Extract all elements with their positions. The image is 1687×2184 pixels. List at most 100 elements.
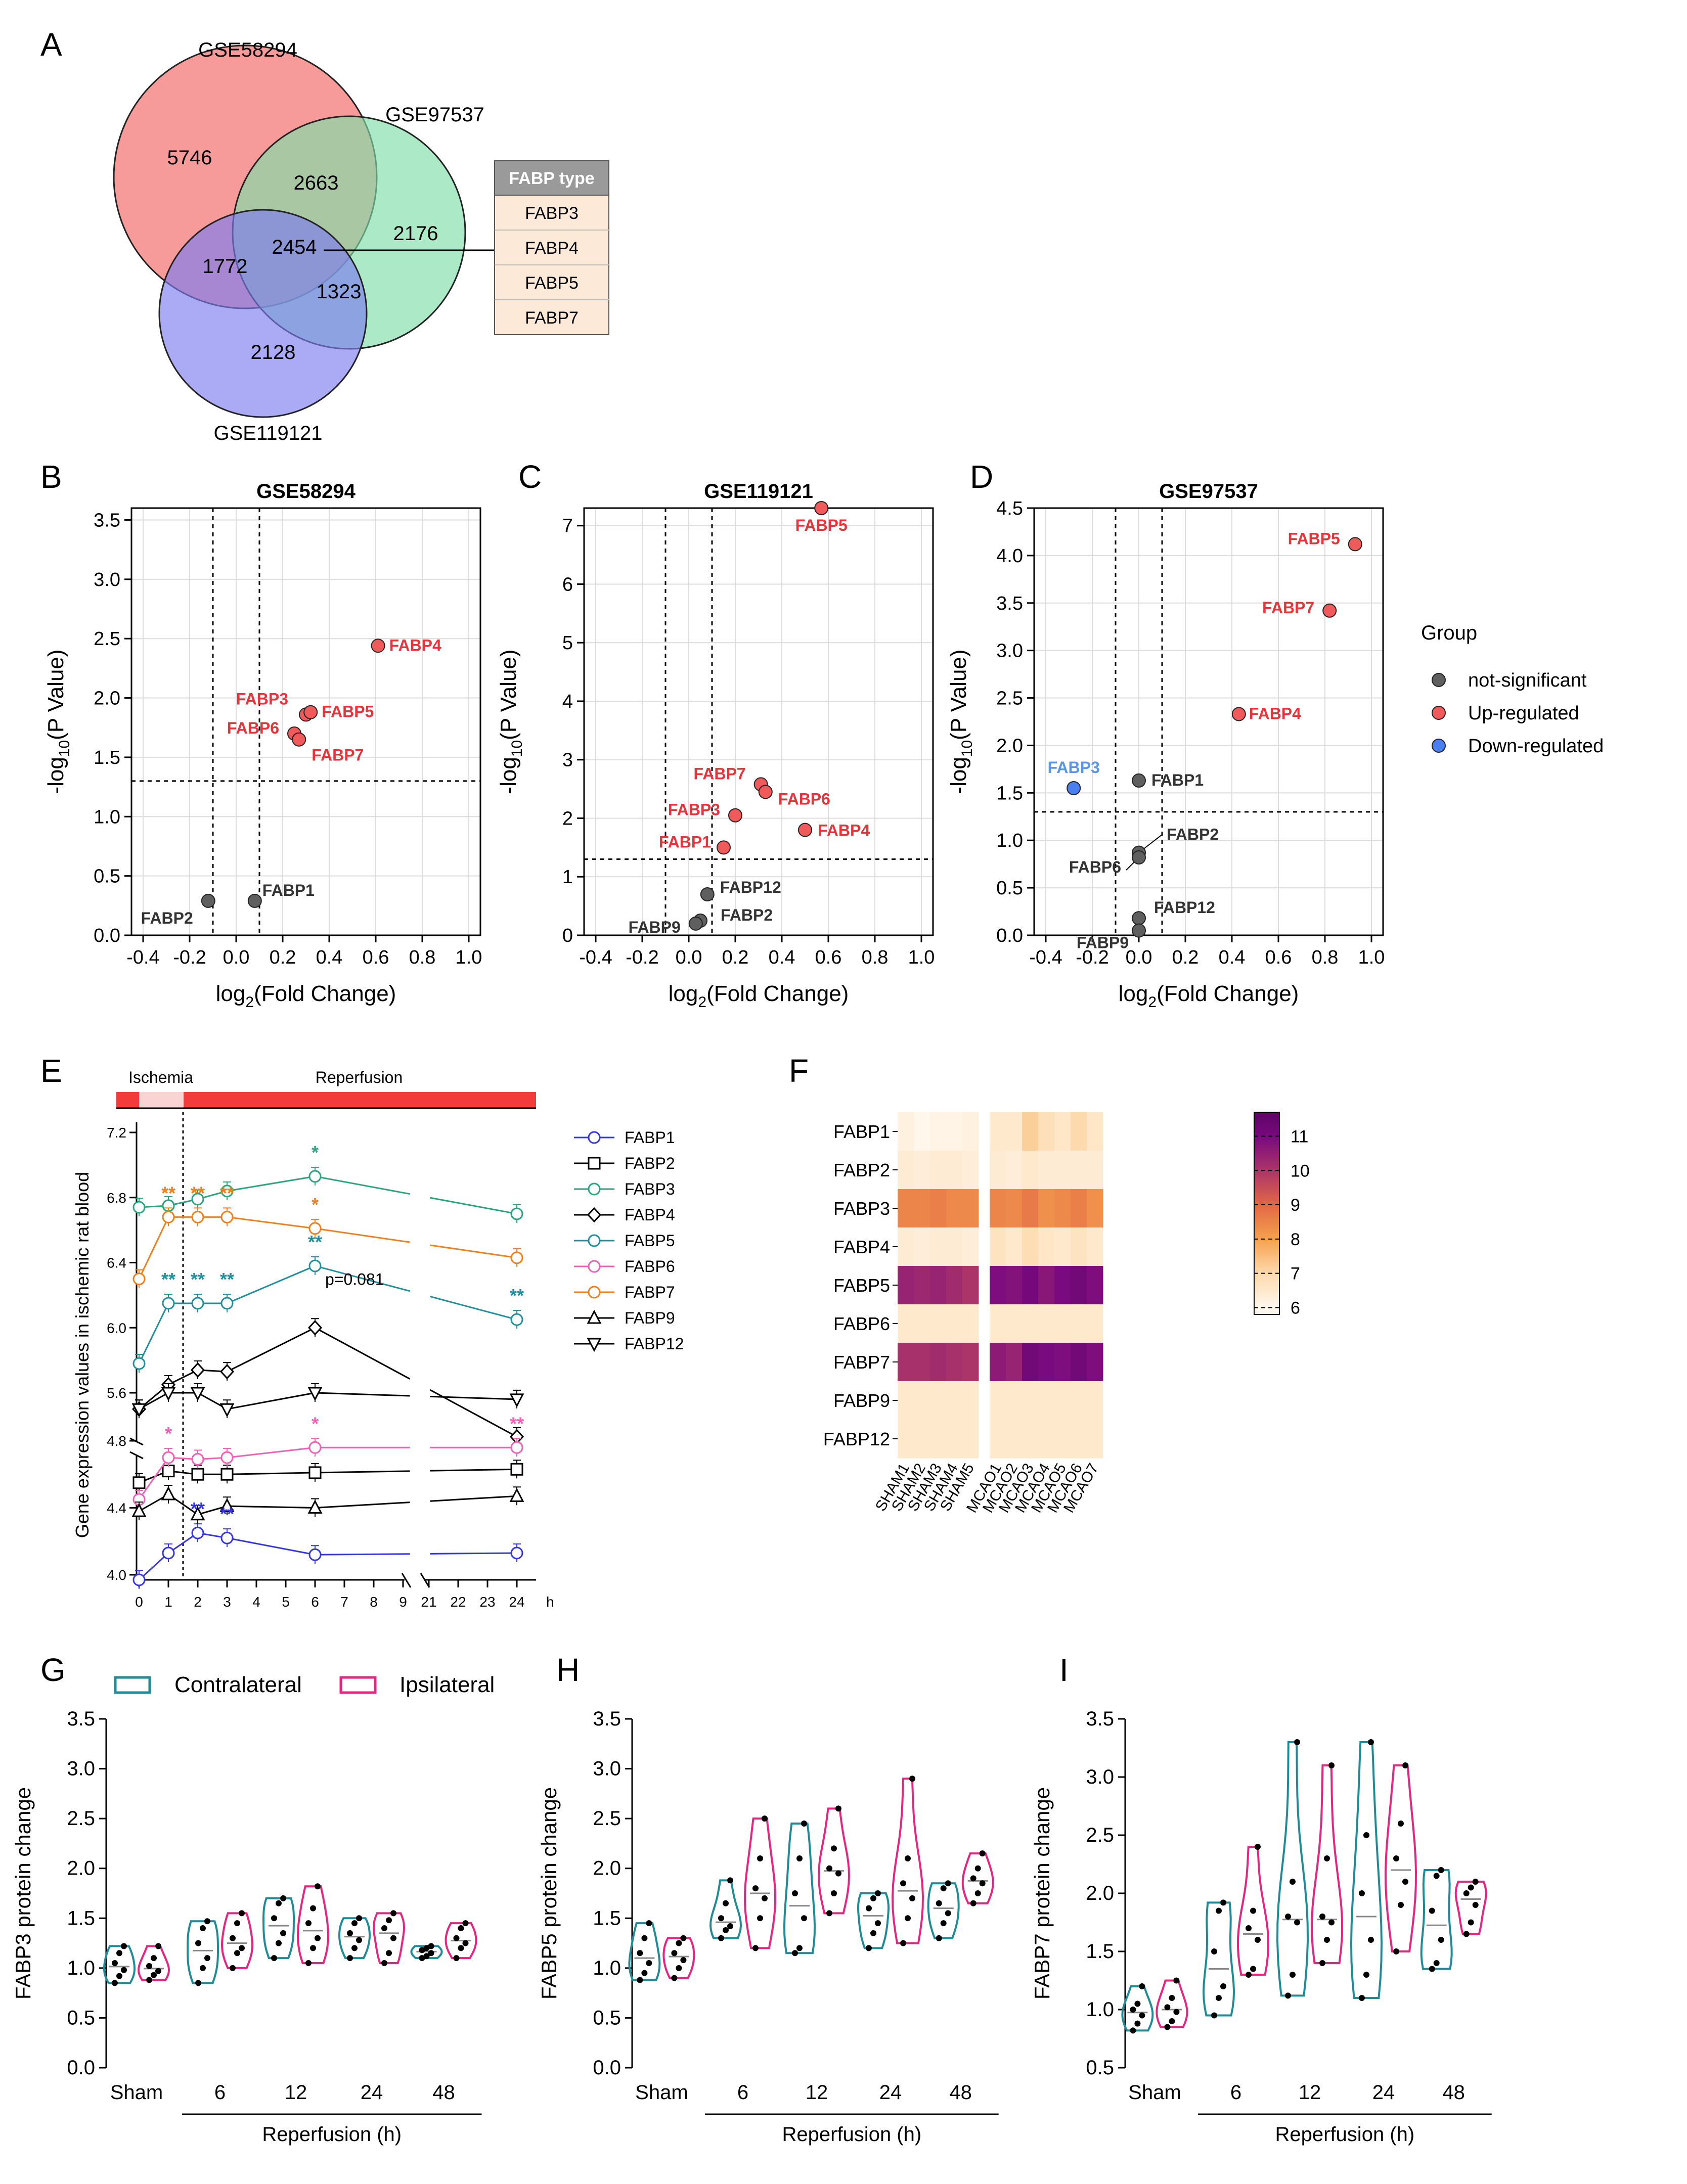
fabp-table-row: FABP7 (525, 308, 579, 328)
violin-data-point (390, 1935, 396, 1941)
violin-data-point (1324, 1937, 1330, 1943)
venn-label-gse58294: GSE58294 (198, 39, 297, 61)
violin-data-point (831, 1845, 837, 1852)
x-tick-label: 0 (135, 1594, 143, 1610)
y-tick-label: 4 (562, 691, 573, 712)
violin-data-point (835, 1870, 841, 1877)
point-label-fabp9: FABP9 (1077, 934, 1129, 952)
x-axis-label-subscript: 2 (245, 994, 254, 1011)
venn-count-58294-119121: 1772 (203, 255, 248, 278)
colorbar-segment (1254, 1236, 1279, 1239)
colorbar-segment (1254, 1274, 1279, 1277)
point-label-fabp2: FABP2 (1167, 826, 1219, 844)
x-tick-label: -0.4 (126, 947, 159, 968)
point-fabp4 (1231, 707, 1246, 721)
heatmap-cell (962, 1112, 979, 1151)
violin-data-point (792, 1890, 798, 1896)
x-axis-label-subscript: 2 (1148, 994, 1157, 1011)
point-label-fabp3: FABP3 (668, 801, 720, 819)
heatmap-cell (962, 1381, 979, 1420)
violin-data-point (970, 1875, 976, 1882)
significance-star: ** (220, 1182, 234, 1203)
violin-contralateral (338, 1917, 371, 1960)
y-tick-label: 3.5 (1086, 1708, 1114, 1730)
violin-data-point (428, 1950, 434, 1956)
colorbar-segment (1254, 1297, 1279, 1300)
heatmap-cell (946, 1266, 963, 1305)
colorbar-segment (1254, 1254, 1279, 1257)
heatmap-cell (990, 1189, 1006, 1228)
colorbar-segment (1254, 1206, 1279, 1209)
violin-data-point (680, 1957, 687, 1964)
marker-fabp5 (191, 1297, 204, 1310)
fabp5-violin-plot: 0.0 0.5 1.0 1.5 2.0 2.5 3.0 3.5 FABP5 protein ch… (537, 1708, 999, 2146)
x-axis-label-part: log (1119, 981, 1148, 1006)
heatmap-cell (990, 1227, 1006, 1266)
heatmap-row-label: FABP12 (823, 1429, 890, 1449)
y-tick-label: 2.5 (67, 1807, 95, 1830)
marker-fabp4 (219, 1363, 235, 1380)
violin-data-point (1285, 1914, 1291, 1920)
colorbar-segment (1254, 1294, 1279, 1297)
violin-data-point (1324, 1855, 1330, 1861)
violin-data-point (462, 1940, 469, 1946)
marker-fabp5 (308, 1259, 322, 1272)
x-tick-label: 0.6 (1265, 947, 1292, 968)
violin-data-point (646, 1920, 652, 1927)
violin-data-point (870, 1895, 876, 1901)
venn-count-only-119121: 2128 (251, 341, 296, 363)
violin-data-point (151, 1972, 157, 1978)
heatmap-cell (946, 1304, 963, 1343)
heatmap-cell (1054, 1343, 1071, 1382)
violin-data-point (423, 1953, 430, 1960)
y-tick-label: 1 (562, 867, 573, 888)
violin-data-point (280, 1895, 286, 1901)
legend-marker-fabp1 (588, 1131, 601, 1144)
legend-label-fabp7: FABP7 (625, 1283, 675, 1301)
x-tick-label: 0.8 (1312, 947, 1339, 968)
colorbar-segment (1254, 1241, 1279, 1244)
violin-data-point (905, 1855, 911, 1861)
heatmap-cell (930, 1227, 947, 1266)
heatmap-cell (898, 1381, 914, 1420)
y-tick-label: 2.5 (94, 628, 120, 650)
violin-data-point (752, 1945, 759, 1951)
heatmap-cell (1006, 1227, 1023, 1266)
violin-data-point (801, 1821, 807, 1827)
legend-marker-fabp2 (588, 1157, 601, 1170)
colorbar-segment (1254, 1180, 1279, 1184)
x-tick-label: 8 (370, 1594, 378, 1610)
violin-data-point (1169, 2018, 1175, 2024)
point-label-fabp4: FABP4 (389, 636, 441, 654)
marker-fabp12 (161, 1387, 176, 1401)
heatmap-cell (898, 1151, 914, 1190)
heatmap-cell (1087, 1151, 1103, 1190)
colorbar-segment (1254, 1130, 1279, 1133)
point-fabp7 (292, 732, 306, 747)
y-tick-label: 1.0 (94, 806, 120, 828)
colorbar-tick-label: 6 (1291, 1298, 1300, 1317)
legend-label-contralateral: Contralateral (174, 1672, 302, 1697)
violin-data-point (826, 1865, 832, 1872)
violin-data-point (762, 1815, 768, 1822)
colorbar-segment (1254, 1302, 1279, 1305)
heatmap-cell (1087, 1227, 1103, 1266)
heatmap-cell (990, 1151, 1006, 1190)
significance-star: ** (510, 1285, 524, 1306)
heatmap-cell (1006, 1266, 1023, 1305)
violin-data-point (1285, 1992, 1291, 1999)
violin-data-point (195, 1980, 201, 1986)
x-tick-label: 0.0 (223, 947, 250, 968)
x-group-label: 6 (737, 2081, 748, 2104)
marker-fabp12 (219, 1403, 235, 1418)
heatmap-cell (962, 1189, 979, 1228)
heatmap-cell (1054, 1227, 1071, 1266)
colorbar-segment (1254, 1158, 1279, 1161)
heatmap-cell (930, 1381, 947, 1420)
x-tick-label: -0.2 (626, 947, 658, 968)
y-axis-label-part: (P Value) (946, 649, 971, 740)
colorbar-segment (1254, 1193, 1279, 1196)
violin-data-point (676, 1965, 682, 1971)
colorbar-tick-label: 10 (1291, 1161, 1310, 1180)
